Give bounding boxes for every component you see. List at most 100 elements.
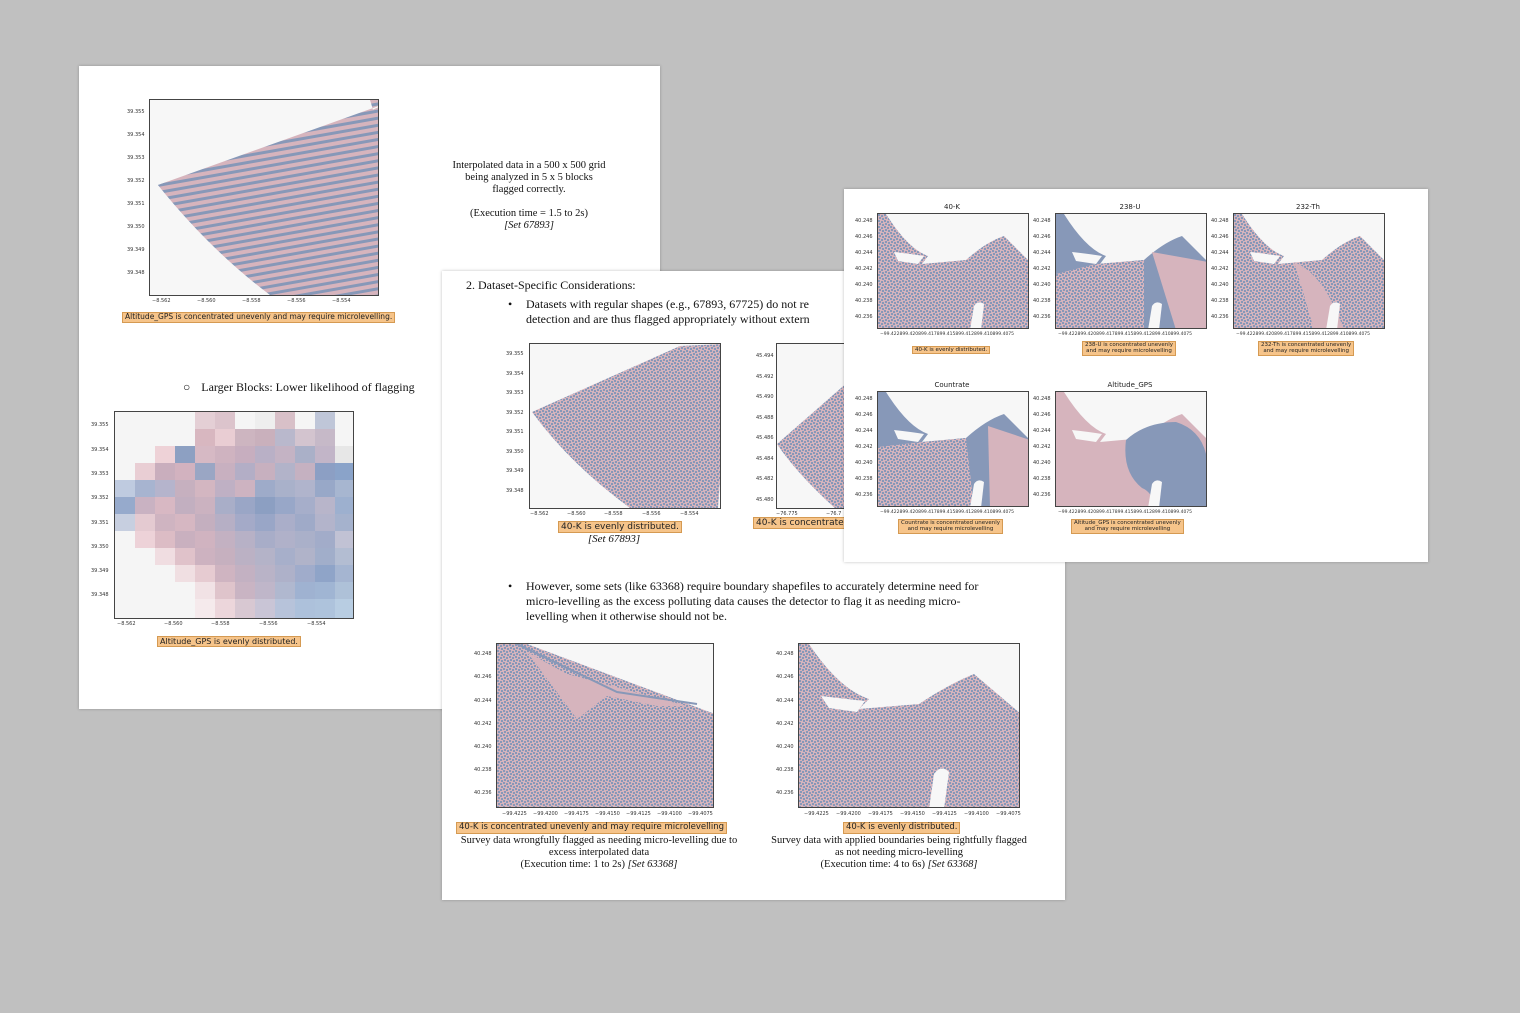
xtick: −99.4200 xyxy=(836,811,861,817)
survey-shape-bounded xyxy=(799,644,1019,807)
panel-title: Countrate xyxy=(934,381,970,389)
ytick: 45.490 xyxy=(756,394,774,400)
ytick: 40.248 xyxy=(855,396,873,402)
ytick: 40.246 xyxy=(1033,234,1051,240)
exec-time-text: (Execution time: 4 to 6s) xyxy=(820,859,928,870)
br-plot-caption: 40-K is evenly distributed. xyxy=(843,822,961,834)
survey-shape-striped xyxy=(158,100,378,295)
ytick: 40.236 xyxy=(474,790,492,796)
ytick: 39.353 xyxy=(506,390,524,396)
ytick: 45.480 xyxy=(756,497,774,503)
panel-map-40k xyxy=(877,213,1029,329)
ytick: 40.246 xyxy=(855,234,873,240)
xtick: −8.556 xyxy=(642,511,661,517)
panel-map-232th xyxy=(1233,213,1385,329)
ytick: 40.240 xyxy=(776,744,794,750)
ytick: 40.246 xyxy=(1211,234,1229,240)
survey-shape-unbounded xyxy=(497,644,713,807)
bullet-marker: ○ xyxy=(183,380,191,394)
ytick: 40.242 xyxy=(855,266,873,272)
xtick: −8.554 xyxy=(680,511,699,517)
ytick: 40.242 xyxy=(1033,266,1051,272)
left-plot-set: [Set 67893] xyxy=(587,533,641,545)
xtick: −8.556 xyxy=(287,298,306,304)
panel-map-countrate xyxy=(877,391,1029,507)
ytick: 39.353 xyxy=(91,471,109,477)
ytick: 40.240 xyxy=(855,460,873,466)
ytick: 39.351 xyxy=(91,520,109,526)
xtick: −99.4075 xyxy=(688,811,713,817)
caption-line: and may require microlevelling xyxy=(1086,348,1172,355)
ytick: 40.242 xyxy=(1211,266,1229,272)
ytick: 40.236 xyxy=(1033,314,1051,320)
panel-caption: 238-U is concentrated unevenly and may r… xyxy=(1082,341,1176,356)
survey-shape-speckle xyxy=(532,344,720,508)
panel-title: 232-Th xyxy=(1296,203,1320,211)
ytick: 39.354 xyxy=(91,447,109,453)
xtick: −8.558 xyxy=(242,298,261,304)
ytick: 40.248 xyxy=(855,218,873,224)
note-line: being analyzed in 5 x 5 blocks xyxy=(465,172,593,183)
ytick: 40.236 xyxy=(776,790,794,796)
method-note: Interpolated data in a 500 x 500 grid be… xyxy=(439,160,619,232)
exec-time-text: (Execution time: 1 to 2s) xyxy=(520,859,628,870)
ytick: 39.351 xyxy=(127,201,145,207)
block-grid xyxy=(115,412,353,618)
panel-map-altitude-gps xyxy=(1055,391,1207,507)
altitude-gps-block-map xyxy=(114,411,354,619)
xtick: −99.4100 xyxy=(657,811,682,817)
ytick: 40.240 xyxy=(1033,282,1051,288)
ytick: 39.355 xyxy=(91,422,109,428)
xtick: −99.4125 xyxy=(932,811,957,817)
xtick: −8.560 xyxy=(164,621,183,627)
ytick: 40.244 xyxy=(474,698,492,704)
bullet-line: detection and are thus flagged appropria… xyxy=(526,312,810,326)
ytick: 40.244 xyxy=(776,698,794,704)
panel-title: Altitude_GPS xyxy=(1107,381,1153,389)
ytick: 40.238 xyxy=(855,476,873,482)
survey-shape-uneven xyxy=(1234,214,1384,328)
bl-plot-description: Survey data wrongfully flagged as needin… xyxy=(444,835,754,871)
bullet-line: Datasets with regular shapes (e.g., 6789… xyxy=(526,297,809,311)
xtick: −99.4225 xyxy=(502,811,527,817)
k40-map-set-67893 xyxy=(529,343,721,509)
panel-title: 40-K xyxy=(943,203,961,211)
ytick: 40.244 xyxy=(855,428,873,434)
caption-line: 238-U is concentrated unevenly xyxy=(1085,342,1173,348)
bullet-line: However, some sets (like 63368) require … xyxy=(526,579,979,593)
ytick: 39.349 xyxy=(91,568,109,574)
ytick: 39.350 xyxy=(127,224,145,230)
ytick: 40.248 xyxy=(776,651,794,657)
mid-plot-caption: 40-K is concentrate xyxy=(753,517,847,530)
xtick: −99.4075 xyxy=(996,811,1021,817)
larger-blocks-bullet: ○ Larger Blocks: Lower likelihood of fla… xyxy=(183,381,415,394)
ytick: 45.492 xyxy=(756,374,774,380)
exec-time: (Execution time: 4 to 6s) [Set 63368] xyxy=(754,859,1044,871)
ytick: 40.248 xyxy=(474,651,492,657)
caption-line: and may require microlevelling xyxy=(1263,348,1349,355)
ytick: 40.238 xyxy=(1033,298,1051,304)
ytick: 40.240 xyxy=(855,282,873,288)
bl-plot-caption: 40-K is concentrated unevenly and may re… xyxy=(456,822,728,834)
boundary-bullet: • However, some sets (like 63368) requir… xyxy=(508,579,978,624)
k40-map-bounded xyxy=(798,643,1020,808)
xtick: −8.558 xyxy=(211,621,230,627)
xtick: −99.4150 xyxy=(595,811,620,817)
xtick: −8.554 xyxy=(332,298,351,304)
ytick: 40.246 xyxy=(474,674,492,680)
left-plot-caption: 40-K is evenly distributed. xyxy=(558,521,682,534)
ytick: 39.348 xyxy=(127,270,145,276)
panel-caption: 232-Th is concentrated unevenly and may … xyxy=(1258,341,1355,356)
section-heading: 2. Dataset-Specific Considerations: xyxy=(466,278,636,292)
note-line: Interpolated data in a 500 x 500 grid xyxy=(452,160,606,171)
ytick: 40.246 xyxy=(776,674,794,680)
ytick: 40.238 xyxy=(855,298,873,304)
xtick: −99.4100 xyxy=(964,811,989,817)
xtick: −99.4175 xyxy=(868,811,893,817)
ytick: 40.240 xyxy=(474,744,492,750)
desc-line: as not needing micro-levelling xyxy=(834,847,963,858)
xtick: −8.556 xyxy=(259,621,278,627)
ytick: 39.352 xyxy=(91,495,109,501)
ytick: 40.236 xyxy=(855,314,873,320)
panel-caption: Altitude_GPS is concentrated unevenly an… xyxy=(1071,519,1184,534)
